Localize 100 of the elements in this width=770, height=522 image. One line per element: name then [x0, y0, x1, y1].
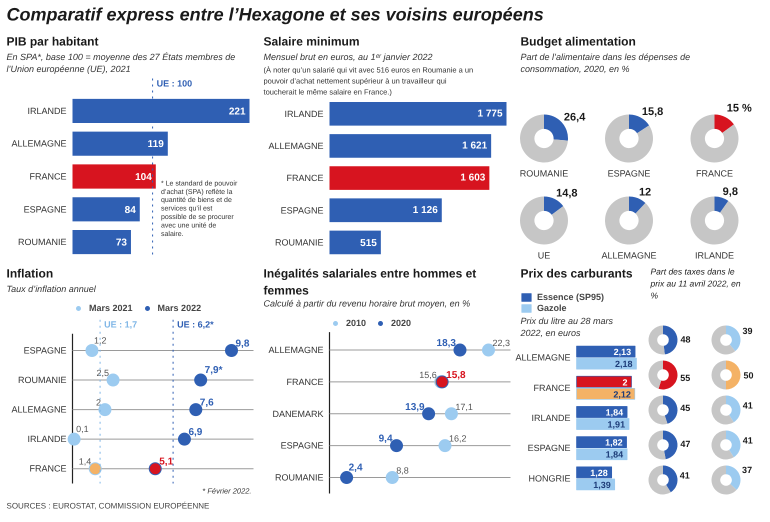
bar [72, 197, 140, 222]
data-label: 13,9 [405, 402, 426, 413]
source-note: SOURCES : EUROSTAT, COMMISSION EUROPÉENNE [6, 502, 210, 510]
text: Part de l’alimentaire dans les dépenses de consommation, 2020, en % [520, 52, 690, 74]
y-tick-label: ROUMANIE [275, 472, 324, 483]
chart-title: Inégalités salariales entre hommes et femmes [264, 266, 476, 298]
y-tick-label: ROUMANIE [18, 237, 67, 248]
legend-label: Mars 2021 [89, 303, 133, 314]
text: FRANCE [696, 168, 734, 178]
bar [576, 406, 628, 418]
chart-title: Salaire minimum [264, 34, 360, 48]
data-label: 8,8 [396, 466, 409, 476]
data-label: 1,2 [94, 335, 106, 346]
data-label: 2,18 [614, 359, 633, 370]
chart-subtitle: Calculé à partir du revenu horaire brut moyen, en % [264, 298, 470, 308]
bar [330, 134, 492, 158]
data-label: 1,84 [606, 407, 624, 418]
data-label: 104 [135, 172, 152, 183]
y-tick-label: ESPAGNE [280, 440, 324, 451]
y-tick-label: IRLANDE [27, 106, 67, 116]
chart-subtitle: Prix du litre au 28 mars 2022, en euros [520, 316, 614, 338]
data-label: 15,8 [642, 106, 664, 118]
legend-label: 2010 [346, 318, 366, 328]
data-label: 9,4 [378, 434, 393, 445]
data-label: 73 [116, 238, 128, 249]
bar [330, 230, 381, 254]
point [482, 344, 495, 357]
y-tick-label: ALLEMAGNE [268, 140, 324, 151]
data-label: 41 [680, 470, 690, 481]
y-tick-label: ALLEMAGNE [11, 138, 67, 149]
data-label: 9,8 [236, 338, 250, 350]
text: ALLEMAGNE [601, 250, 657, 260]
data-label: 1,84 [606, 450, 624, 460]
point [444, 407, 458, 420]
ref-line-label: UE : 1,7 [104, 320, 138, 330]
data-label: 2,13 [614, 347, 632, 358]
data-label: 2 [96, 398, 101, 408]
data-label: 2,4 [348, 462, 363, 474]
text: Comparatif express entre l’Hexagone et ses voisins européens [6, 4, 544, 24]
chart-subtitle: Taux d’inflation annuel [6, 284, 97, 294]
y-tick-label: ROUMANIE [18, 375, 67, 386]
data-label: 41 [742, 400, 753, 411]
text: Part des taxes dans le prix au 11 avril 2022, en % [650, 266, 741, 300]
bar [72, 164, 156, 189]
y-tick-label: ESPAGNE [528, 443, 571, 454]
data-label: 26,4 [564, 111, 586, 124]
data-label: 18,3 [436, 338, 456, 350]
data-label: 15,6 [419, 370, 437, 380]
y-tick-label: DANEMARK [272, 408, 324, 419]
y-tick-label: FRANCE [30, 172, 67, 182]
y-tick-label: IRLANDE [531, 413, 571, 423]
bar [72, 230, 131, 254]
ref-line-label: UE : 6,2* [177, 320, 214, 330]
y-tick-label: ALLEMAGNE [268, 345, 324, 356]
chart-title: Inflation [6, 266, 54, 280]
data-label: 16,2 [449, 434, 467, 444]
legend-label: Gazole [537, 303, 567, 314]
data-label: 37 [742, 465, 752, 476]
data-label: 2 [622, 377, 628, 388]
y-tick-label: ALLEMAGNE [11, 404, 67, 415]
data-label: 1,4 [78, 456, 92, 467]
legend-label: Essence (SP95) [537, 292, 604, 302]
data-label: 221 [228, 106, 246, 118]
y-tick-label: ESPAGNE [24, 204, 67, 214]
data-label: 48 [680, 334, 690, 344]
y-tick-label: IRLANDE [284, 108, 324, 119]
data-label: 1 603 [460, 172, 486, 184]
data-label: 22,3 [492, 338, 510, 348]
bar [330, 198, 442, 222]
y-tick-label: ESPAGNE [24, 345, 67, 356]
text: IRLANDE [694, 250, 734, 260]
data-label: 6,9 [188, 427, 203, 438]
data-label: 5,1 [159, 456, 174, 468]
data-label: 7,6 [200, 398, 214, 409]
data-label: 12 [638, 186, 652, 198]
data-label: 7,9* [204, 365, 223, 376]
y-tick-label: ALLEMAGNE [515, 352, 571, 363]
data-label: 1,39 [593, 480, 611, 490]
chart-title: PIB par habitant [6, 34, 99, 48]
y-tick-label: FRANCE [30, 464, 67, 474]
data-label: 0,1 [76, 424, 89, 434]
data-label: 2,12 [613, 389, 631, 400]
text: ESPAGNE [608, 168, 650, 178]
y-tick-label: FRANCE [286, 173, 324, 184]
data-label: 2,5 [96, 368, 110, 378]
data-label: 9,8 [722, 186, 738, 198]
data-label: 119 [148, 139, 164, 150]
data-label: 50 [744, 370, 754, 380]
bar [330, 166, 490, 190]
data-label: 515 [360, 238, 378, 249]
ref-line-label: UE : 100 [156, 78, 192, 88]
data-label: 1 775 [477, 108, 503, 120]
y-tick-label: ROUMANIE [275, 237, 324, 248]
bar [576, 346, 636, 358]
data-label: 41 [742, 436, 753, 446]
data-label: 39 [742, 326, 752, 336]
data-label: 1,28 [590, 468, 608, 478]
bar [576, 418, 630, 430]
chart-subtitle: En SPA*, base 100 = moyenne des 27 États membres de l’Union européenne (UE), 2021 [6, 52, 236, 74]
data-label: 15 % [726, 102, 752, 114]
